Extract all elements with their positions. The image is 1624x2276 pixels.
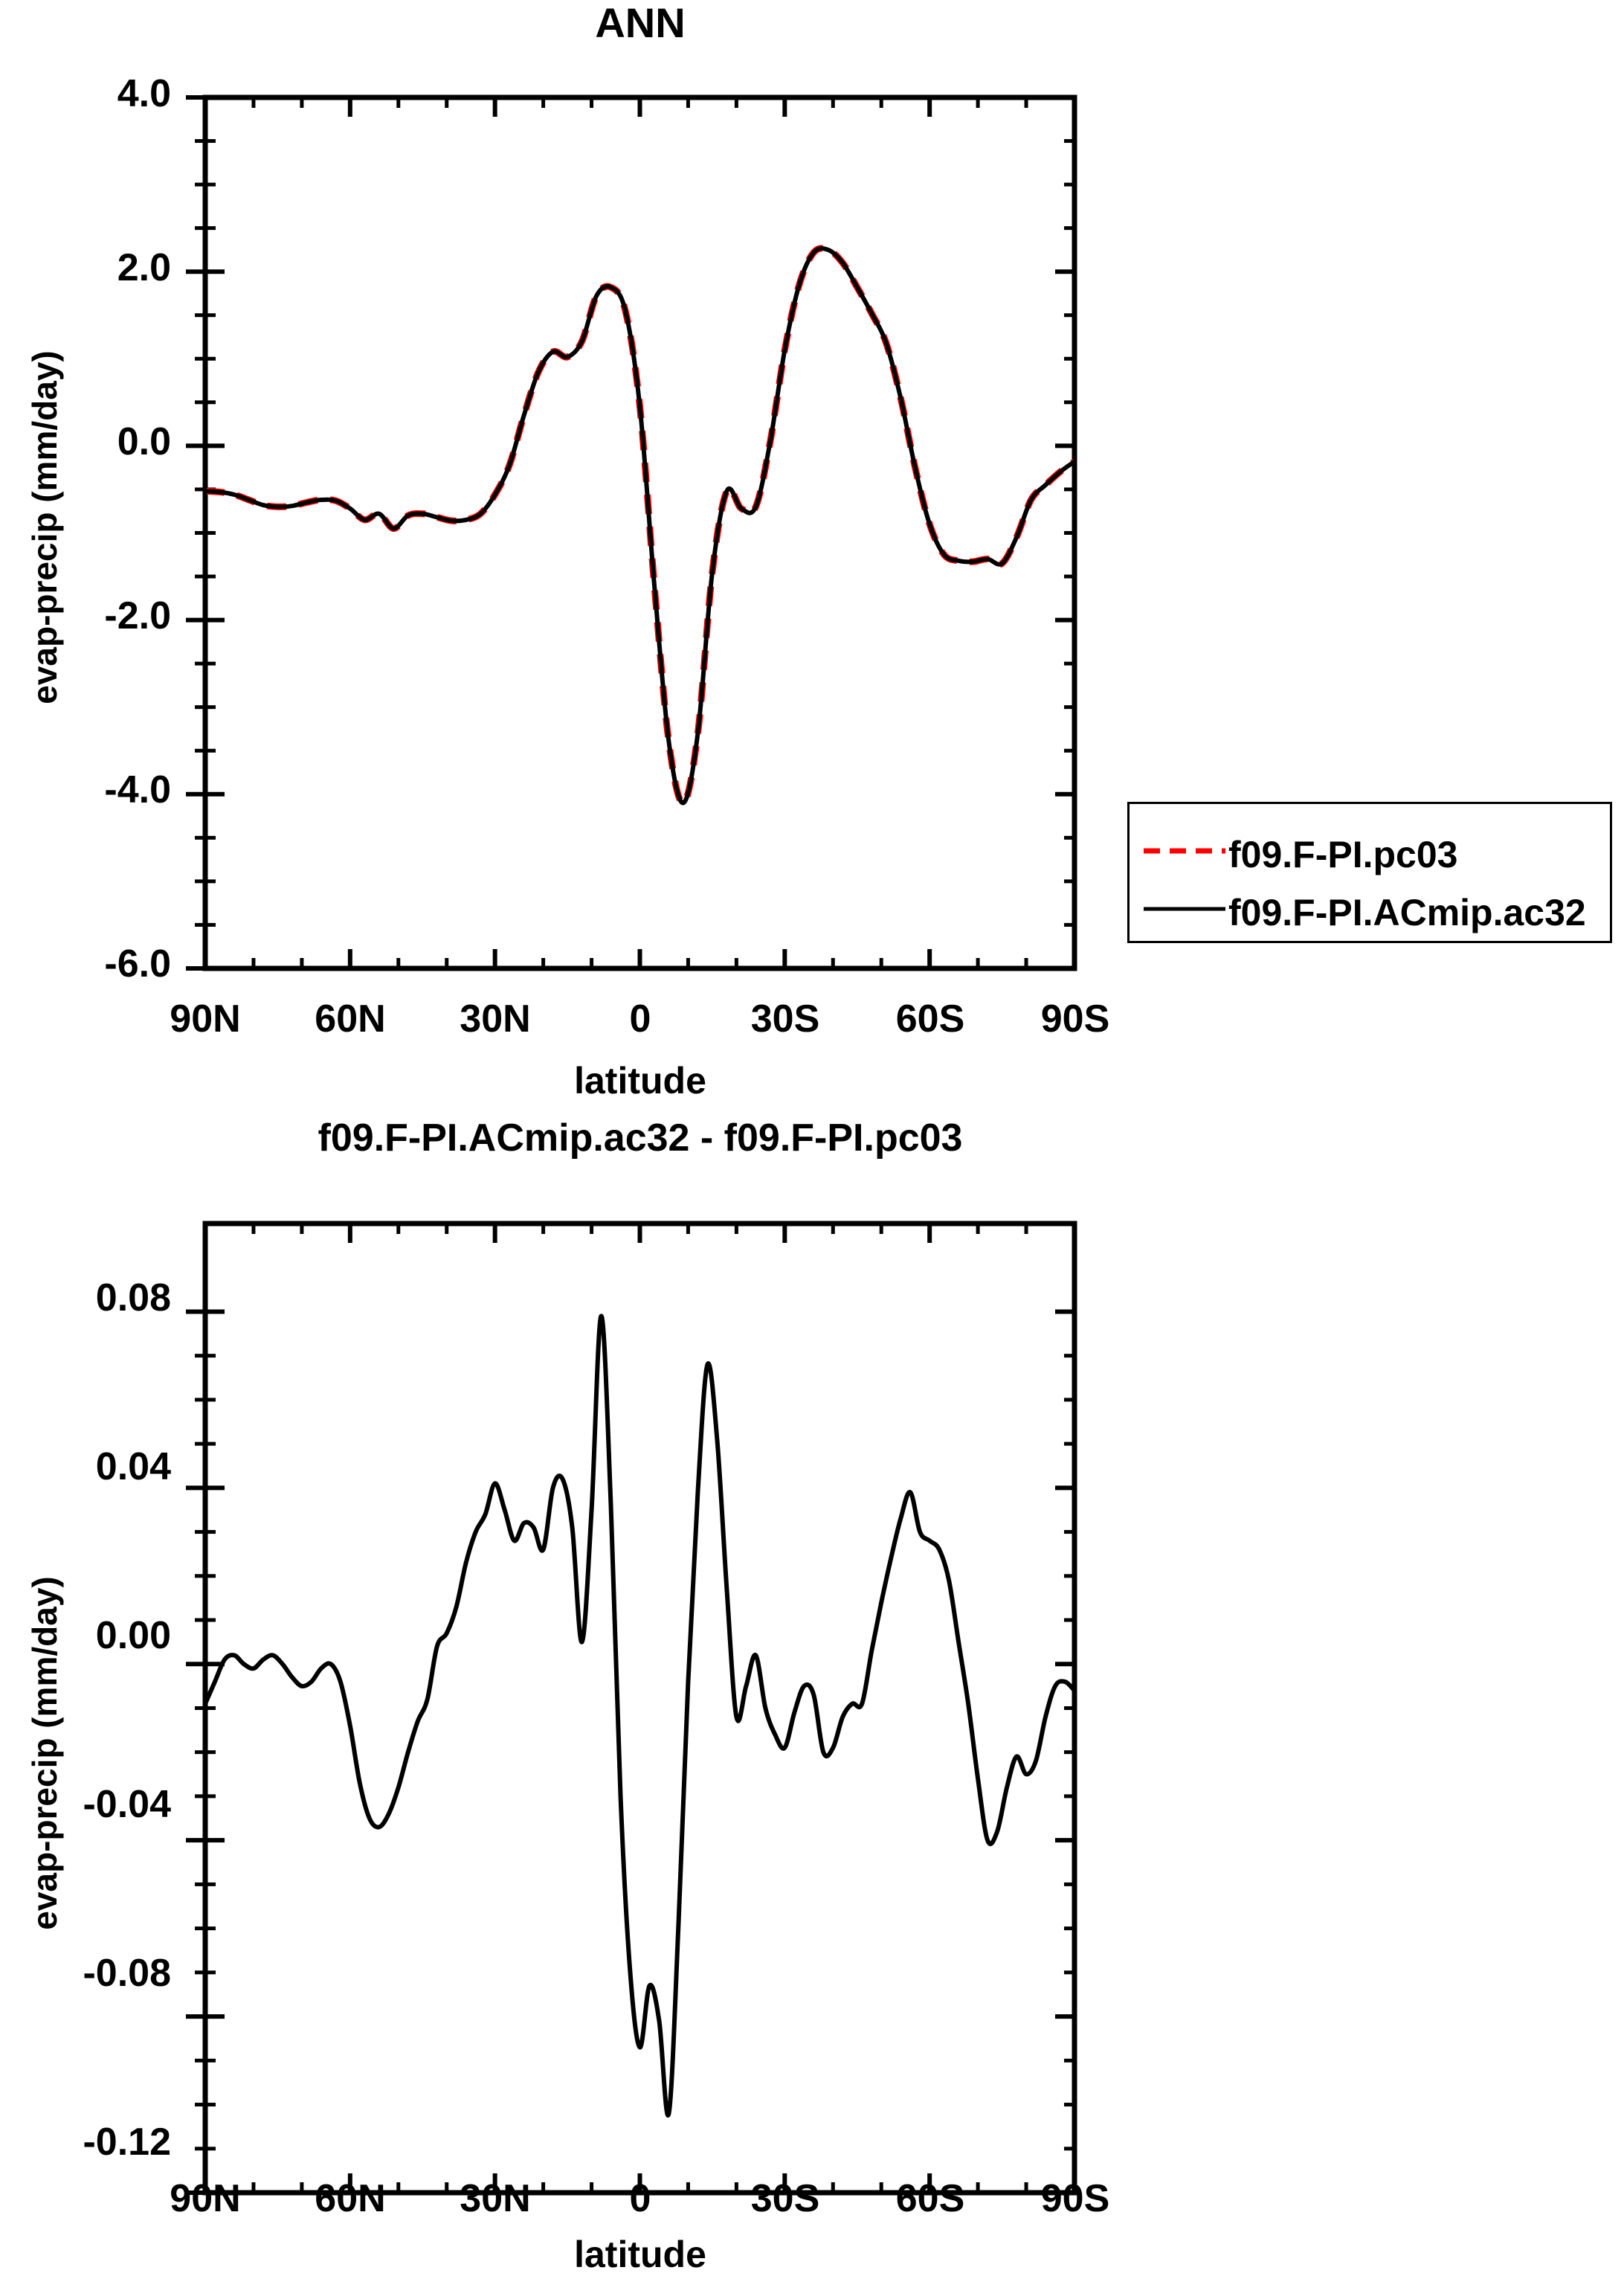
- bottom-plot-title: f09.F-PI.ACmip.ac32 - f09.F-PI.pc03: [318, 1116, 963, 1160]
- top-ytick-label-4: -4.0: [104, 768, 171, 811]
- panel-top: ANN evap-precip (mm/day) 4.0 2.0 0.0 -2.…: [0, 0, 1624, 1108]
- top-ytick-label-1: 2.0: [117, 246, 171, 289]
- top-xtick-label-6: 90S: [1040, 997, 1110, 1041]
- top-xtick-label-5: 60S: [895, 997, 965, 1041]
- bottom-xtick-label-4: 30S: [750, 2177, 820, 2220]
- top-xtick-label-3: 0: [629, 997, 651, 1041]
- legend-box: [1127, 802, 1612, 943]
- top-y-axis-label: evap-precip (mm/day): [25, 350, 64, 704]
- bottom-plot-area: [186, 1221, 1077, 2196]
- legend-label-ac32: f09.F-PI.ACmip.ac32: [1228, 892, 1586, 933]
- top-plot-title: ANN: [595, 0, 686, 46]
- bottom-xtick-label-2: 30N: [460, 2177, 531, 2220]
- top-xtick-label-2: 30N: [460, 997, 531, 1041]
- bottom-ytick-label-3: -0.04: [83, 1783, 171, 1826]
- panel-bottom: f09.F-PI.ACmip.ac32 - f09.F-PI.pc03 evap…: [0, 1108, 1624, 2275]
- top-xtick-label-1: 60N: [315, 997, 386, 1041]
- top-ytick-label-2: 0.0: [117, 420, 171, 463]
- bottom-ytick-label-0: 0.08: [95, 1276, 171, 1319]
- top-xtick-label-4: 30S: [750, 997, 820, 1041]
- bottom-xtick-label-0: 90N: [170, 2177, 241, 2220]
- top-x-axis-label: latitude: [574, 1060, 706, 1102]
- bottom-ytick-label-4: -0.08: [83, 1952, 171, 1995]
- bottom-xtick-label-6: 90S: [1040, 2177, 1110, 2220]
- bottom-xtick-label-1: 60N: [315, 2177, 386, 2220]
- top-xtick-label-0: 90N: [170, 997, 241, 1041]
- bottom-xtick-label-3: 0: [629, 2177, 651, 2220]
- legend-entry-pc03: f09.F-PI.pc03: [1228, 833, 1457, 876]
- top-ytick-label-3: -2.0: [104, 594, 171, 637]
- top-ytick-label-5: -6.0: [104, 942, 171, 986]
- bottom-ytick-label-5: -0.12: [83, 2121, 171, 2164]
- bottom-ytick-label-1: 0.04: [95, 1445, 171, 1488]
- legend-label-pc03: f09.F-PI.pc03: [1228, 834, 1458, 875]
- top-ytick-label-0: 4.0: [117, 72, 171, 115]
- bottom-ytick-label-2: 0.00: [95, 1614, 171, 1657]
- bottom-xtick-label-5: 60S: [895, 2177, 965, 2220]
- legend-entry-ac32: f09.F-PI.ACmip.ac32: [1228, 891, 1586, 934]
